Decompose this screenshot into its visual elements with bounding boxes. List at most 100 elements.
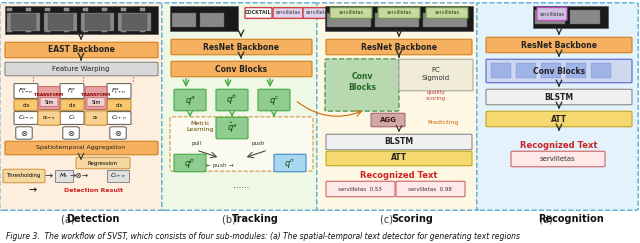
Text: →: → [29, 185, 37, 195]
Text: ResNet Backbone: ResNet Backbone [361, 43, 437, 52]
Bar [375, 13, 419, 27]
Bar [45, 29, 50, 32]
Text: pull: pull [191, 140, 201, 146]
FancyBboxPatch shape [326, 151, 472, 166]
Bar [7, 8, 12, 11]
FancyBboxPatch shape [60, 84, 84, 98]
FancyBboxPatch shape [170, 117, 313, 171]
Text: (a): (a) [61, 214, 77, 224]
FancyBboxPatch shape [63, 127, 79, 139]
FancyBboxPatch shape [537, 8, 567, 20]
FancyBboxPatch shape [317, 3, 478, 210]
FancyBboxPatch shape [326, 181, 395, 197]
Text: servilletas: servilletas [305, 10, 331, 16]
FancyBboxPatch shape [16, 127, 32, 139]
Bar [55, 170, 73, 182]
FancyBboxPatch shape [245, 8, 272, 18]
Text: $q^{n}$: $q^{n}$ [284, 156, 296, 170]
Text: Regression: Regression [88, 160, 118, 165]
Text: Recognition: Recognition [538, 214, 604, 224]
Bar [11, 14, 36, 30]
Bar [5, 6, 158, 34]
Text: ResNet Backbone: ResNet Backbone [203, 43, 279, 52]
Bar [535, 10, 565, 24]
Text: quality: quality [427, 89, 445, 95]
Text: ⊗: ⊗ [67, 129, 74, 138]
Text: $F^w_{t-n}$: $F^w_{t-n}$ [19, 86, 33, 96]
Text: (b): (b) [223, 214, 239, 224]
Text: $q^{a}$: $q^{a}$ [184, 94, 195, 106]
Bar [7, 29, 12, 32]
FancyBboxPatch shape [486, 59, 632, 83]
Text: Metric: Metric [190, 121, 210, 125]
FancyBboxPatch shape [0, 3, 163, 210]
Text: Conv
Blocks: Conv Blocks [348, 72, 376, 92]
Bar [102, 29, 107, 32]
FancyBboxPatch shape [399, 59, 473, 91]
FancyBboxPatch shape [171, 39, 312, 55]
Text: Detection: Detection [67, 214, 120, 224]
FancyBboxPatch shape [76, 157, 130, 169]
Text: Predicting: Predicting [428, 120, 459, 124]
FancyBboxPatch shape [486, 37, 632, 53]
Bar [140, 29, 145, 32]
FancyBboxPatch shape [60, 112, 84, 124]
Bar [26, 29, 31, 32]
Bar [325, 6, 473, 31]
Text: servilletas: servilletas [540, 156, 576, 162]
FancyBboxPatch shape [38, 111, 60, 125]
Text: ATT: ATT [391, 154, 407, 163]
Text: $\alpha_t$: $\alpha_t$ [92, 114, 100, 122]
FancyBboxPatch shape [174, 89, 206, 111]
Bar [102, 8, 107, 11]
Text: servilletas: servilletas [339, 10, 364, 16]
FancyBboxPatch shape [107, 100, 131, 110]
Text: (c): (c) [380, 214, 396, 224]
FancyBboxPatch shape [396, 181, 465, 197]
Text: Scoring: Scoring [391, 214, 433, 224]
Bar [48, 14, 73, 30]
Text: servilletas: servilletas [540, 11, 564, 17]
FancyBboxPatch shape [326, 39, 472, 55]
Text: $C_{t+n}$: $C_{t+n}$ [111, 113, 127, 122]
Text: TRANSFORM: TRANSFORM [35, 93, 63, 97]
Text: $q^{b}$: $q^{b}$ [227, 93, 237, 107]
FancyBboxPatch shape [87, 98, 105, 106]
Text: $C_{t+e}$: $C_{t+e}$ [110, 172, 126, 181]
Text: scoring: scoring [426, 95, 446, 101]
Text: Sigmoid: Sigmoid [422, 75, 450, 81]
Bar [591, 63, 611, 78]
Text: servilletas: servilletas [275, 10, 301, 16]
Text: servilletas  0.98: servilletas 0.98 [408, 186, 452, 191]
FancyBboxPatch shape [303, 8, 333, 18]
Text: ResNet Backbone: ResNet Backbone [521, 41, 597, 50]
Text: Figure 3.  The workflow of SVST, which consists of four sub-modules: (a) The spa: Figure 3. The workflow of SVST, which co… [6, 232, 520, 242]
FancyBboxPatch shape [486, 111, 632, 127]
Bar [327, 13, 371, 27]
Text: AGG: AGG [380, 117, 396, 123]
Text: →⊗→: →⊗→ [69, 172, 88, 181]
Bar [570, 10, 600, 24]
Text: servilletas  0.53: servilletas 0.53 [338, 186, 382, 191]
Text: $C_{t-n}$: $C_{t-n}$ [18, 113, 34, 122]
Bar [83, 29, 88, 32]
Bar [107, 170, 129, 182]
Text: BLSTM: BLSTM [385, 138, 413, 147]
Text: Sim: Sim [44, 99, 54, 104]
FancyBboxPatch shape [60, 100, 84, 110]
Bar [121, 8, 126, 11]
Text: servilletas: servilletas [387, 10, 412, 16]
Text: servilletas: servilletas [435, 10, 460, 16]
Text: Conv Blocks: Conv Blocks [533, 67, 585, 76]
Text: $F^w_{t+n}$: $F^w_{t+n}$ [111, 86, 127, 96]
Bar [118, 13, 151, 31]
Text: $C_t$: $C_t$ [68, 113, 76, 122]
Text: $\hat{q}^{a}$: $\hat{q}^{a}$ [227, 121, 237, 135]
FancyBboxPatch shape [477, 3, 638, 210]
FancyBboxPatch shape [378, 8, 420, 18]
FancyBboxPatch shape [5, 62, 158, 76]
Bar [541, 63, 561, 78]
FancyBboxPatch shape [107, 112, 131, 124]
Text: Recognized Text: Recognized Text [520, 140, 598, 149]
FancyBboxPatch shape [85, 87, 107, 109]
